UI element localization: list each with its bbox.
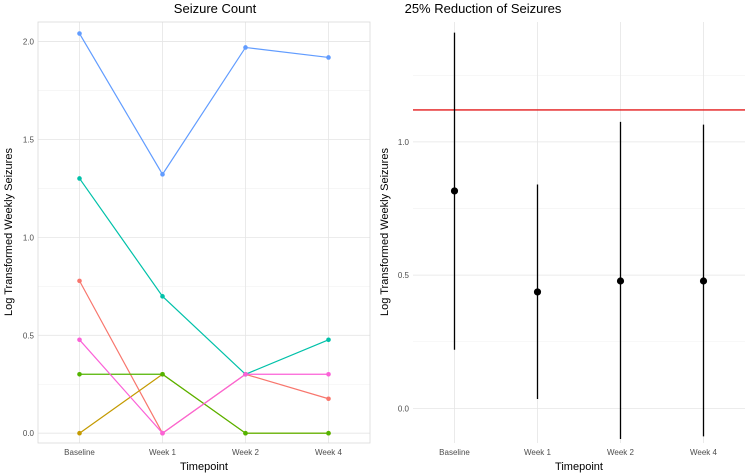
data-point	[77, 337, 82, 343]
y-tick-label: 0.5	[398, 271, 410, 280]
y-tick-label: 2.0	[23, 38, 35, 47]
mean-point	[699, 277, 708, 285]
mean-point	[450, 187, 459, 195]
y-tick-label: 0.0	[398, 404, 410, 413]
right-chart-title: 25% Reduction of Seizures	[405, 1, 562, 16]
reduction-panel: 25% Reduction of Seizures 0.0 0.5 1.0 Base…	[379, 1, 745, 473]
data-point	[160, 172, 165, 177]
y-tick-label: 0.0	[23, 429, 35, 438]
data-point	[243, 371, 248, 377]
right-y-ticks: 0.0 0.5 1.0	[398, 138, 410, 413]
left-x-axis-label: Timepoint	[180, 461, 228, 473]
x-tick-label: Week 2	[607, 448, 635, 457]
x-tick-label: Week 1	[149, 448, 177, 457]
x-tick-label: Week 1	[524, 448, 552, 457]
mean-point	[533, 288, 542, 296]
data-point	[160, 371, 165, 377]
series-line	[79, 339, 329, 435]
data-point	[77, 176, 82, 181]
data-point	[77, 371, 82, 377]
right-y-axis-label: Log Transformed Weekly Seizures	[379, 148, 391, 316]
data-point	[77, 31, 82, 36]
y-tick-label: 1.5	[23, 135, 35, 144]
data-point	[243, 45, 248, 50]
series-subject-6	[77, 337, 331, 436]
series-line	[78, 280, 329, 435]
data-point	[77, 430, 82, 436]
x-tick-label: Week 4	[690, 448, 718, 457]
y-tick-label: 1.0	[23, 233, 35, 242]
series-line	[78, 33, 329, 176]
mean-point	[616, 277, 625, 285]
data-point	[326, 55, 331, 60]
x-tick-label: Baseline	[64, 448, 95, 457]
y-tick-label: 0.5	[23, 331, 35, 340]
data-point	[77, 278, 82, 284]
left-plot-frame	[37, 21, 371, 444]
left-y-ticks: 0.0 0.5 1.0 1.5 2.0	[23, 38, 35, 439]
data-point	[326, 371, 331, 377]
data-point	[160, 294, 165, 299]
series-line	[79, 178, 329, 375]
seizure-count-panel: Seizure Count 0.0 0.5 1.0 1.5 2.0 Baseline We…	[3, 1, 371, 473]
x-tick-label: Week 2	[232, 448, 260, 457]
left-series-group	[77, 31, 331, 436]
left-grid	[38, 22, 370, 443]
right-x-axis-label: Timepoint	[555, 461, 603, 473]
y-tick-label: 1.0	[398, 138, 410, 147]
data-point	[243, 430, 248, 436]
data-point	[326, 430, 331, 436]
series-subject-1	[77, 278, 331, 436]
left-x-ticks: Baseline Week 1 Week 2 Week 4	[64, 448, 342, 457]
series-subject-5	[77, 31, 331, 177]
left-y-axis-label: Log Transformed Weekly Seizures	[3, 148, 15, 316]
right-points-group	[450, 32, 708, 440]
data-point	[326, 396, 331, 402]
data-point	[326, 337, 331, 343]
x-tick-label: Baseline	[439, 448, 470, 457]
right-x-ticks: Baseline Week 1 Week 2 Week 4	[439, 448, 717, 457]
right-grid	[413, 22, 745, 443]
left-chart-title: Seizure Count	[174, 1, 257, 16]
data-point	[160, 430, 165, 436]
x-tick-label: Week 4	[315, 448, 343, 457]
